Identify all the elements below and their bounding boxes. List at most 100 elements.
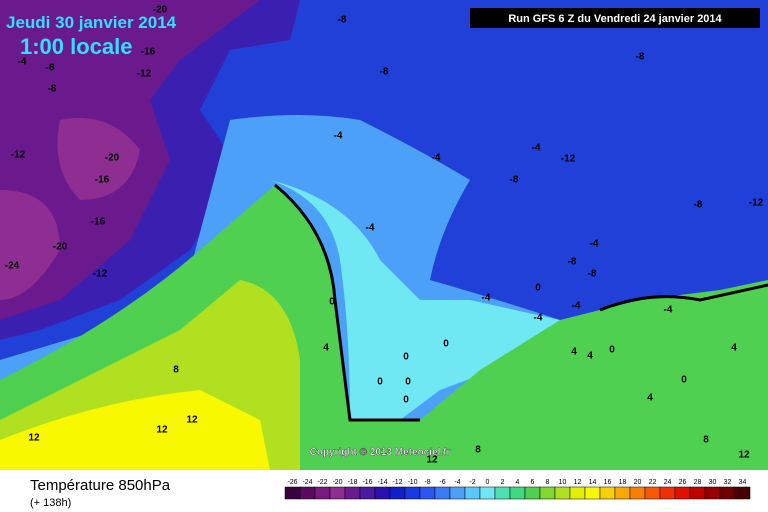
- scale-cell: [449, 486, 466, 500]
- contour-label: 12: [426, 455, 438, 466]
- scale-tick-label: -22: [317, 479, 327, 486]
- contour-label: 4: [731, 343, 737, 354]
- scale-cell: [344, 486, 361, 500]
- contour-label: 0: [535, 283, 541, 294]
- contour-label: 4: [323, 343, 329, 354]
- scale-tick-label: -2: [469, 479, 475, 486]
- contour-label: -8: [510, 175, 519, 186]
- scale-cell: [419, 486, 436, 500]
- scale-cell: [584, 486, 601, 500]
- run-info: Run GFS 6 Z du Vendredi 24 janvier 2014: [508, 13, 722, 25]
- scale-cell: [494, 486, 511, 500]
- contour-label: -24: [5, 261, 20, 272]
- scale-cell: [284, 486, 301, 500]
- contour-label: -12: [93, 269, 108, 280]
- contour-label: 0: [681, 375, 687, 386]
- contour-label: 12: [28, 433, 40, 444]
- copyright: Copyright © 2013 Meteociel.fr: [310, 447, 451, 458]
- contour-label: -20: [153, 5, 168, 16]
- contour-label: -8: [338, 15, 347, 26]
- contour-label: 4: [647, 393, 653, 404]
- warmest-region: [0, 390, 270, 470]
- contour-label: 12: [186, 415, 198, 426]
- scale-tick-label: 4: [516, 479, 520, 486]
- contour-label: 0: [609, 345, 615, 356]
- scale-cell: [734, 486, 751, 500]
- contour-label: -20: [105, 153, 120, 164]
- scale-cell: [509, 486, 526, 500]
- scale-cell: [374, 486, 391, 500]
- scale-tick-label: -26: [287, 479, 297, 486]
- contour-label: -4: [432, 153, 441, 164]
- scale-cell: [389, 486, 406, 500]
- scale-tick-label: 2: [501, 479, 505, 486]
- scale-cell: [464, 486, 481, 500]
- contour-label: -4: [572, 301, 581, 312]
- scale-tick-label: 22: [649, 479, 657, 486]
- scale-cell: [359, 486, 376, 500]
- contour-label: -4: [334, 131, 343, 142]
- contour-label: -4: [532, 143, 541, 154]
- scale-tick-label: 16: [604, 479, 612, 486]
- contour-label: -8: [46, 63, 55, 74]
- contour-labels: -20 -8 -16 -4 -8 -12 -8 -8 -8 -12 -20 -16 -4 -4 -4 -12 -…: [5, 5, 764, 466]
- scale-tick-label: 34: [739, 479, 747, 486]
- scale-tick-label: -4: [454, 479, 460, 486]
- scale-tick-label: 28: [694, 479, 702, 486]
- scale-cell: [674, 486, 691, 500]
- contour-label: 0: [403, 395, 409, 406]
- scale-tick-label: 8: [546, 479, 550, 486]
- color-scale: -26 -24 -22 -20 -18 -16 -14 -12 -10 -8 -6 -4 -2 0 2 4 6 8…: [284, 479, 751, 500]
- forecast-date: Jeudi 30 janvier 2014: [6, 13, 177, 32]
- scale-cell: [689, 486, 706, 500]
- scale-cell: [329, 486, 346, 500]
- contour-label: -8: [588, 269, 597, 280]
- scale-tick-label: 26: [679, 479, 687, 486]
- run-box: [470, 8, 760, 28]
- contour-label: 8: [703, 435, 709, 446]
- coldest-core: [0, 118, 140, 300]
- contour-label: 0: [377, 377, 383, 388]
- contour-label: -4: [482, 293, 491, 304]
- contour-label: -8: [568, 257, 577, 268]
- contour-label: -20: [53, 242, 68, 253]
- contour-label: -4: [534, 313, 543, 324]
- scale-tick-label: -20: [332, 479, 342, 486]
- contour-label: -12: [749, 198, 764, 209]
- scale-tick-label: -14: [377, 479, 387, 486]
- scale-tick-label: 10: [559, 479, 567, 486]
- scale-cell: [314, 486, 331, 500]
- scale-cell: [614, 486, 631, 500]
- scale-tick-label: -6: [439, 479, 445, 486]
- zero-isotherm: [274, 183, 768, 422]
- scale-tick-label: -24: [302, 479, 312, 486]
- lead-time: (+ 138h): [30, 497, 71, 509]
- contour-label: -8: [694, 200, 703, 211]
- contour-label: -12: [11, 150, 26, 161]
- scale-tick-label: 30: [709, 479, 717, 486]
- contour-label: -4: [664, 305, 673, 316]
- contour-label: -4: [366, 223, 375, 234]
- scale-cell: [629, 486, 646, 500]
- scale-tick-label: 32: [724, 479, 732, 486]
- scale-tick-label: 24: [664, 479, 672, 486]
- contour-label: 12: [156, 425, 168, 436]
- scale-cell: [299, 486, 316, 500]
- scale-tick-label: 18: [619, 479, 627, 486]
- scale-tick-label: 20: [634, 479, 642, 486]
- contour-label: 0: [329, 297, 335, 308]
- contour-label: -8: [48, 84, 57, 95]
- contour-label: -8: [636, 52, 645, 63]
- contour-label: 0: [443, 339, 449, 350]
- scale-tick-label: 0: [486, 479, 490, 486]
- contour-label: 12: [738, 450, 750, 461]
- forecast-time: 1:00 locale: [20, 34, 133, 59]
- contour-label: -8: [380, 67, 389, 78]
- scale-tick-label: 6: [531, 479, 535, 486]
- contour-label: -16: [91, 217, 106, 228]
- contour-label: -4: [590, 239, 599, 250]
- near-zero-region: [270, 180, 560, 420]
- scale-cell: [659, 486, 676, 500]
- scale-tick-label: -12: [392, 479, 402, 486]
- contour-label: -12: [561, 154, 576, 165]
